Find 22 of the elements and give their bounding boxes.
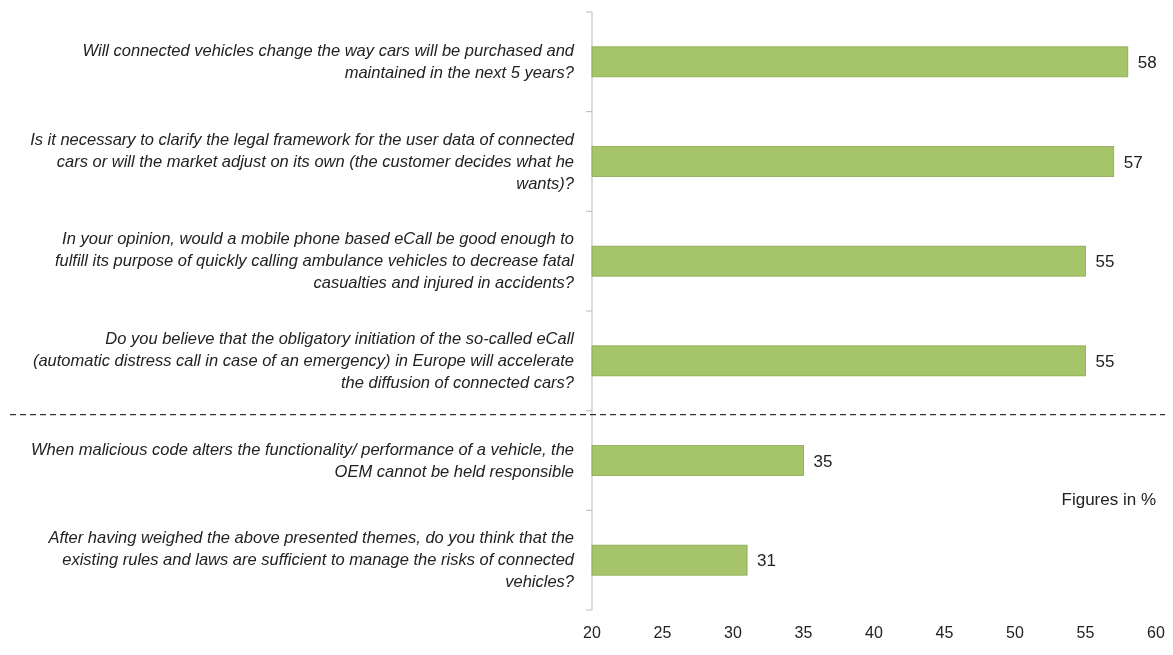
- x-tick-label: 35: [794, 624, 813, 641]
- x-tick-label: 45: [935, 624, 954, 641]
- data-label: 35: [813, 451, 833, 471]
- data-label: 31: [757, 551, 777, 571]
- data-label: 57: [1123, 152, 1143, 172]
- y-tick-label: Will connected vehicles change the way cars will be purchased and maintained in the next 5 years?: [82, 40, 575, 81]
- x-tick-label: 30: [724, 624, 742, 641]
- x-tick-label: 20: [583, 624, 601, 641]
- data-label: 58: [1137, 52, 1157, 72]
- x-tick-label: 55: [1076, 624, 1095, 641]
- y-tick-label: In your opinion, would a mobile phone based eCall be good enough to fulfill its purpose of quickly calling ambulance vehicles to decrease fatal casualties and injured in accidents?: [54, 229, 576, 292]
- y-tick-label: Do you believe that the obligatory initiation of the so-called eCall (automatic distress call in case of an emergency) in Europe will accelerate the diffusion of connected cars?: [32, 328, 576, 391]
- annotation: Figures in %: [1061, 490, 1156, 510]
- data-label: 55: [1095, 351, 1115, 371]
- y-tick-label: After having weighed the above presented themes, do you think that the existing rules and laws are sufficient to manage the risks of connected vehicles?: [47, 528, 575, 591]
- x-tick-label: 50: [1006, 624, 1024, 641]
- data-label: 55: [1095, 252, 1115, 272]
- x-tick-label: 25: [653, 624, 672, 641]
- x-tick-label: 60: [1147, 624, 1165, 641]
- y-tick-label: Is it necessary to clarify the legal framework for the user data of connected cars or will the market adjust on its own (the customer decides what he wants)?: [30, 129, 575, 192]
- x-tick-label: 40: [865, 624, 883, 641]
- y-tick-label: When malicious code alters the functionality/ performance of a vehicle, the OEM cannot be held responsible: [31, 439, 574, 480]
